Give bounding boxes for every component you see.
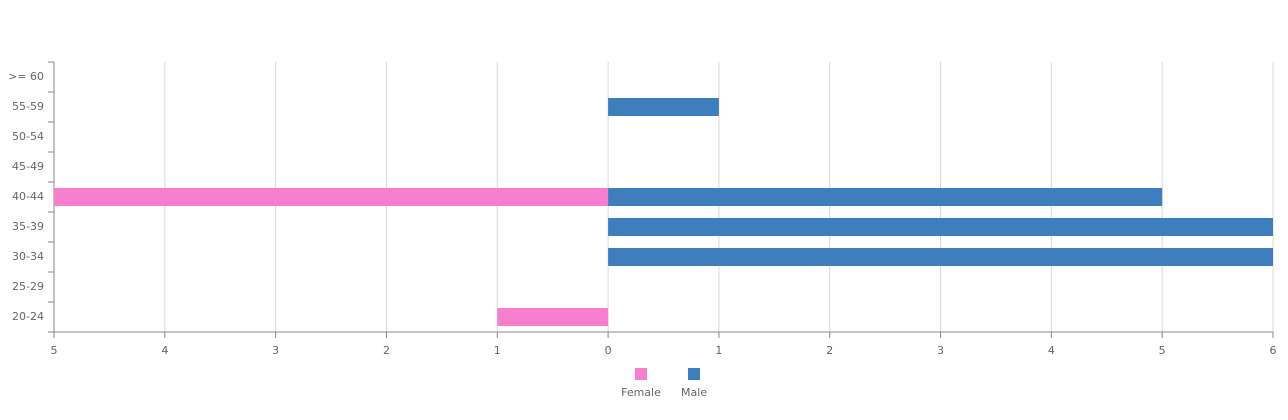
x-tick-label: 1 — [494, 344, 501, 357]
bar — [608, 248, 1273, 266]
bar — [54, 188, 609, 206]
y-tick-label: 55-59 — [12, 100, 44, 113]
x-tick-label: 2 — [826, 344, 833, 357]
legend-swatch — [635, 368, 647, 380]
legend-swatch — [688, 368, 700, 380]
legend-label: Female — [621, 386, 661, 399]
x-tick-label: 5 — [1159, 344, 1166, 357]
bar — [608, 218, 1273, 236]
y-tick-label: 40-44 — [12, 190, 44, 203]
x-tick-label: 5 — [51, 344, 58, 357]
y-tick-label: 45-49 — [12, 160, 44, 173]
x-tick-label: 1 — [715, 344, 722, 357]
y-tick-label: 35-39 — [12, 220, 44, 233]
x-tick-label: 4 — [1048, 344, 1055, 357]
y-tick-label: 50-54 — [12, 130, 44, 143]
y-tick-label: 30-34 — [12, 250, 44, 263]
y-tick-label: >= 60 — [8, 70, 44, 83]
x-tick-label: 3 — [272, 344, 279, 357]
y-tick-label: 25-29 — [12, 280, 44, 293]
x-tick-label: 6 — [1270, 344, 1277, 357]
x-tick-label: 0 — [605, 344, 612, 357]
x-tick-label: 2 — [383, 344, 390, 357]
x-tick-label: 4 — [161, 344, 168, 357]
bar — [608, 98, 719, 116]
legend-label: Male — [681, 386, 707, 399]
bar — [497, 308, 609, 326]
x-tick-label: 3 — [937, 344, 944, 357]
y-tick-label: 20-24 — [12, 310, 44, 323]
bar — [608, 188, 1163, 206]
